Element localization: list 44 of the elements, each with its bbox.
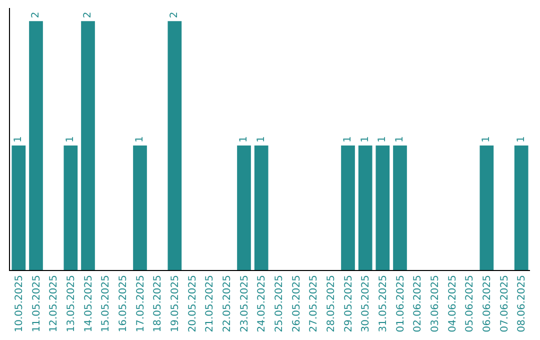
x-tick-label: 04.06.2025 (447, 275, 458, 332)
data-label: 2 (82, 12, 94, 18)
x-tick-label: 08.06.2025 (516, 275, 528, 332)
x-tick-label: 13.05.2025 (66, 275, 77, 332)
data-label: 1 (342, 136, 354, 143)
x-tick-label: 10.05.2025 (14, 275, 25, 332)
x-tick-label: 21.05.2025 (204, 275, 216, 332)
data-label: 2 (30, 12, 42, 18)
data-label: 1 (13, 136, 24, 143)
x-tick-label: 07.06.2025 (499, 275, 510, 332)
data-label: 1 (360, 136, 371, 143)
x-tick-label: 11.05.2025 (31, 275, 42, 332)
data-label: 1 (134, 136, 146, 143)
x-tick-label: 29.05.2025 (343, 275, 354, 332)
x-tick-label: 16.05.2025 (118, 275, 129, 332)
x-tick-label: 19.05.2025 (170, 275, 181, 332)
x-tick-label: 18.05.2025 (152, 275, 164, 332)
x-tick-label: 03.06.2025 (430, 275, 441, 332)
x-tick-label: 12.05.2025 (48, 275, 60, 332)
x-tick-label: 20.05.2025 (187, 275, 198, 332)
data-label: 1 (377, 136, 388, 143)
x-tick-label: 22.05.2025 (222, 275, 233, 332)
x-tick-label: 27.05.2025 (308, 275, 320, 332)
x-tick-label: 26.05.2025 (291, 275, 302, 332)
x-tick-label: 24.05.2025 (256, 275, 268, 332)
data-label: 2 (169, 12, 180, 18)
data-label: 1 (256, 136, 267, 143)
x-tick-label: 23.05.2025 (239, 275, 250, 332)
data-label: 1 (238, 136, 250, 143)
x-tick-label: 02.06.2025 (412, 275, 424, 332)
data-label: 1 (65, 136, 76, 143)
x-tick-label: 01.06.2025 (395, 275, 406, 332)
x-tick-label: 06.06.2025 (482, 275, 493, 332)
x-tick-label: 14.05.2025 (83, 275, 94, 332)
x-tick-label: 30.05.2025 (360, 275, 372, 332)
data-label: 1 (394, 136, 406, 143)
x-tick-label: 15.05.2025 (100, 275, 112, 332)
x-tick-label: 28.05.2025 (326, 275, 337, 332)
x-tick-label: 17.05.2025 (135, 275, 146, 332)
data-label: 1 (481, 136, 492, 143)
data-label: 1 (516, 136, 527, 143)
x-tick-label: 25.05.2025 (274, 275, 285, 332)
x-tick-label: 31.05.2025 (378, 275, 389, 332)
x-tick-label: 05.06.2025 (464, 275, 476, 332)
